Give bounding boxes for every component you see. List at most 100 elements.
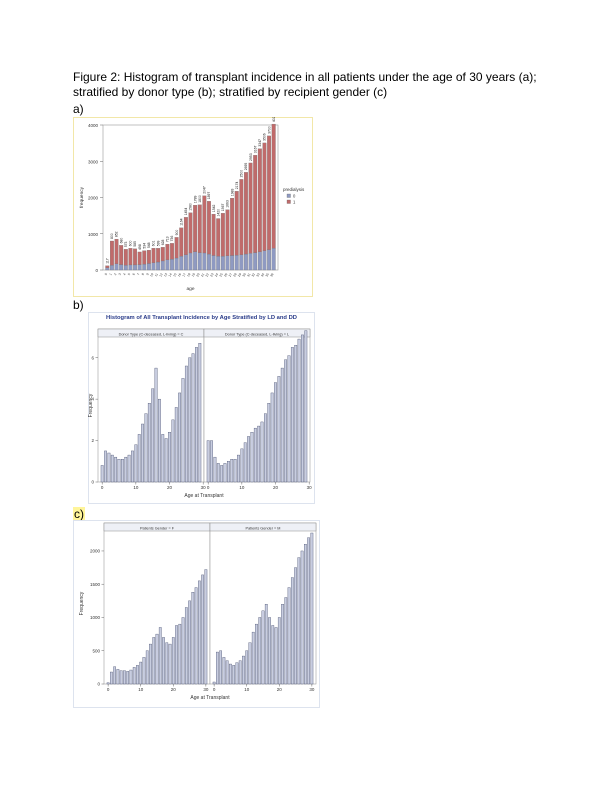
chart-c-bar bbox=[162, 637, 165, 685]
chart-a-data-label: 1789 bbox=[193, 195, 197, 203]
chart-b-xtick-label: 10 bbox=[239, 485, 245, 490]
chart-a-bar-predialysis-1 bbox=[137, 251, 142, 265]
chart-c-bar bbox=[261, 610, 265, 685]
chart-c-bar bbox=[255, 623, 258, 685]
chart-b-bar bbox=[253, 427, 257, 483]
chart-b-bar bbox=[127, 454, 131, 483]
chart-a-xtick-label: 1 bbox=[108, 272, 112, 276]
chart-a-bar-predialysis-0 bbox=[193, 251, 198, 271]
chart-c-bar bbox=[225, 660, 229, 685]
chart-c-bar bbox=[238, 660, 242, 685]
chart-b-bar bbox=[195, 347, 198, 483]
chart-c-bar bbox=[258, 617, 262, 685]
chart-b-xtick-label: 30 bbox=[201, 485, 207, 490]
chart-a-xtick-label: 28 bbox=[232, 272, 237, 277]
chart-a-bar-predialysis-0 bbox=[262, 250, 267, 271]
chart-a-ylabel: frequency bbox=[79, 186, 85, 208]
chart-b-bar bbox=[161, 434, 165, 483]
chart-a-bar-predialysis-1 bbox=[225, 209, 230, 256]
chart-a-bar-predialysis-0 bbox=[123, 265, 128, 271]
chart-c-xtick-label: 0 bbox=[213, 687, 216, 692]
chart-b-bar bbox=[264, 413, 267, 483]
chart-a-bar-predialysis-1 bbox=[257, 148, 262, 252]
chart-c-bar bbox=[136, 665, 139, 685]
chart-b-facet-label: Donor Type (C-deceased, L-living) = L bbox=[225, 332, 289, 336]
chart-a-xtick-label: 7 bbox=[136, 272, 140, 276]
chart-a-data-label: 628 bbox=[161, 239, 165, 245]
chart-b: Histogram of All Transplant Incidence by… bbox=[88, 312, 315, 504]
chart-a-data-label: 117 bbox=[106, 258, 110, 264]
chart-c-bar bbox=[222, 657, 226, 685]
chart-c-bar bbox=[175, 625, 178, 685]
chart-b-bar bbox=[181, 378, 185, 483]
chart-a-bar-predialysis-1 bbox=[151, 248, 156, 263]
chart-c-xlabel: Age at Transplant bbox=[190, 695, 230, 701]
chart-a-xtick-label: 15 bbox=[172, 272, 177, 277]
chart-a-data-label: 680 bbox=[119, 238, 123, 244]
chart-a-data-label: 1164 bbox=[179, 218, 183, 225]
chart-a-bar-predialysis-1 bbox=[160, 247, 165, 262]
chart-c-bar bbox=[284, 597, 288, 685]
chart-b-ytick-label: 2 bbox=[91, 438, 94, 443]
chart-a-data-label: 3700 bbox=[267, 126, 271, 134]
figure-caption: Figure 2: Histogram of transplant incide… bbox=[73, 70, 593, 100]
chart-c-xtick-label: 30 bbox=[203, 687, 209, 692]
chart-a-bar-predialysis-0 bbox=[133, 264, 137, 271]
chart-a-bar-predialysis-0 bbox=[170, 259, 174, 271]
chart-b-xtick-label: 10 bbox=[133, 485, 139, 490]
chart-c-xtick-label: 30 bbox=[309, 687, 315, 692]
chart-a-xtick-label: 10 bbox=[149, 272, 154, 277]
chart-c-bar bbox=[271, 625, 275, 685]
chart-a-bar-predialysis-0 bbox=[142, 264, 147, 271]
chart-b-bar bbox=[107, 452, 111, 483]
chart-a-xtick-label: 14 bbox=[168, 272, 173, 277]
chart-a-ytick-label: 4000 bbox=[88, 123, 99, 128]
chart-b-bar bbox=[164, 438, 168, 483]
chart-a-xtick-label: 6 bbox=[132, 272, 136, 276]
chart-a: 0100020003000400011708001852268035734600… bbox=[73, 117, 313, 297]
chart-b-bar bbox=[134, 444, 138, 483]
chart-c-bar bbox=[290, 577, 294, 685]
chart-b-bar bbox=[114, 456, 118, 483]
chart-a-xtick-label: 22 bbox=[205, 272, 210, 277]
chart-a-ytick-label: 2000 bbox=[88, 196, 99, 201]
chart-a-xtick-label: 17 bbox=[182, 272, 187, 277]
chart-a-legend-title: predialysis bbox=[283, 187, 305, 192]
chart-a-bar-predialysis-1 bbox=[234, 191, 239, 256]
chart-b-facet-frame bbox=[203, 328, 311, 483]
chart-b-bar bbox=[304, 330, 308, 483]
chart-c-bar bbox=[201, 574, 204, 685]
chart-c-bar bbox=[149, 643, 152, 685]
chart-c-bar bbox=[184, 607, 188, 685]
chart-c-bar bbox=[110, 671, 113, 685]
chart-a-data-label: 2174 bbox=[235, 182, 239, 190]
chart-c-bar bbox=[116, 669, 120, 685]
chart-b-bar bbox=[210, 440, 213, 483]
chart-a-data-label: 1580 bbox=[189, 203, 193, 211]
chart-a-data-label: 3167 bbox=[253, 146, 257, 154]
chart-a-data-label: 601 bbox=[152, 240, 156, 246]
caption-line-2: stratified by donor type (b); stratified… bbox=[73, 85, 388, 99]
chart-a-legend-swatch bbox=[286, 193, 291, 198]
chart-c-bar bbox=[113, 666, 116, 685]
chart-a-data-label: 1983 bbox=[230, 188, 234, 196]
chart-b-facet-header bbox=[203, 328, 311, 338]
chart-a-bar-predialysis-0 bbox=[271, 248, 276, 271]
chart-c-bar bbox=[129, 669, 133, 685]
chart-a-bar-predialysis-0 bbox=[234, 255, 239, 271]
chart-b-bar bbox=[188, 357, 192, 483]
chart-b-bar bbox=[294, 345, 298, 483]
chart-b-xlabel: Age at Transplant bbox=[184, 493, 224, 499]
chart-a-xtick-label: 2 bbox=[113, 272, 117, 276]
chart-a-bar-predialysis-0 bbox=[183, 254, 188, 271]
chart-a-xtick-label: 36 bbox=[269, 272, 274, 277]
chart-c-bar bbox=[281, 603, 284, 685]
chart-c-bar bbox=[158, 627, 162, 685]
chart-b-bar bbox=[237, 454, 240, 483]
chart-c-bar bbox=[219, 650, 222, 685]
chart-a-data-label: 1567 bbox=[221, 204, 225, 212]
chart-a-legend-swatch bbox=[286, 199, 291, 204]
chart-c-bar bbox=[139, 661, 143, 685]
chart-a-data-label: 900 bbox=[175, 230, 179, 236]
chart-a-bar-predialysis-0 bbox=[146, 263, 151, 271]
